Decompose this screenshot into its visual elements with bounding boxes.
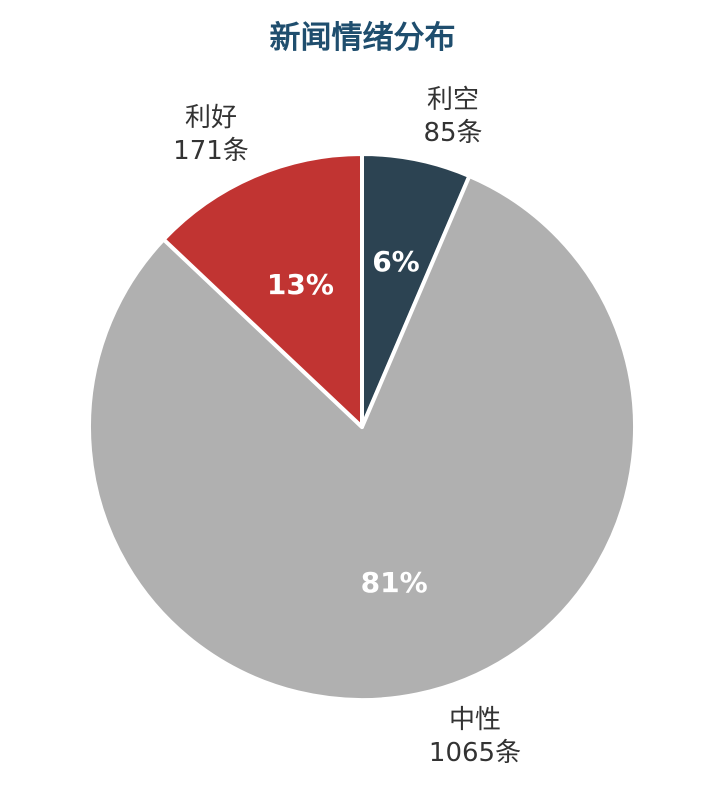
slice-count-label: 85条 xyxy=(423,118,482,148)
chart-title: 新闻情绪分布 xyxy=(269,20,456,56)
slice-name-label: 利空 xyxy=(427,85,479,115)
slice-name-label: 利好 xyxy=(185,103,237,133)
slice-percent-label: 6% xyxy=(372,245,420,278)
slice-count-label: 171条 xyxy=(173,136,249,166)
slice-percent-label: 81% xyxy=(361,566,428,599)
pie-slice-中性 xyxy=(87,174,637,702)
slice-percent-label: 13% xyxy=(267,268,334,301)
slice-name-label: 中性 xyxy=(449,705,501,735)
slice-count-label: 1065条 xyxy=(429,738,521,768)
pie-slice-利空 xyxy=(360,152,472,429)
pie-slice-利好 xyxy=(161,152,364,429)
